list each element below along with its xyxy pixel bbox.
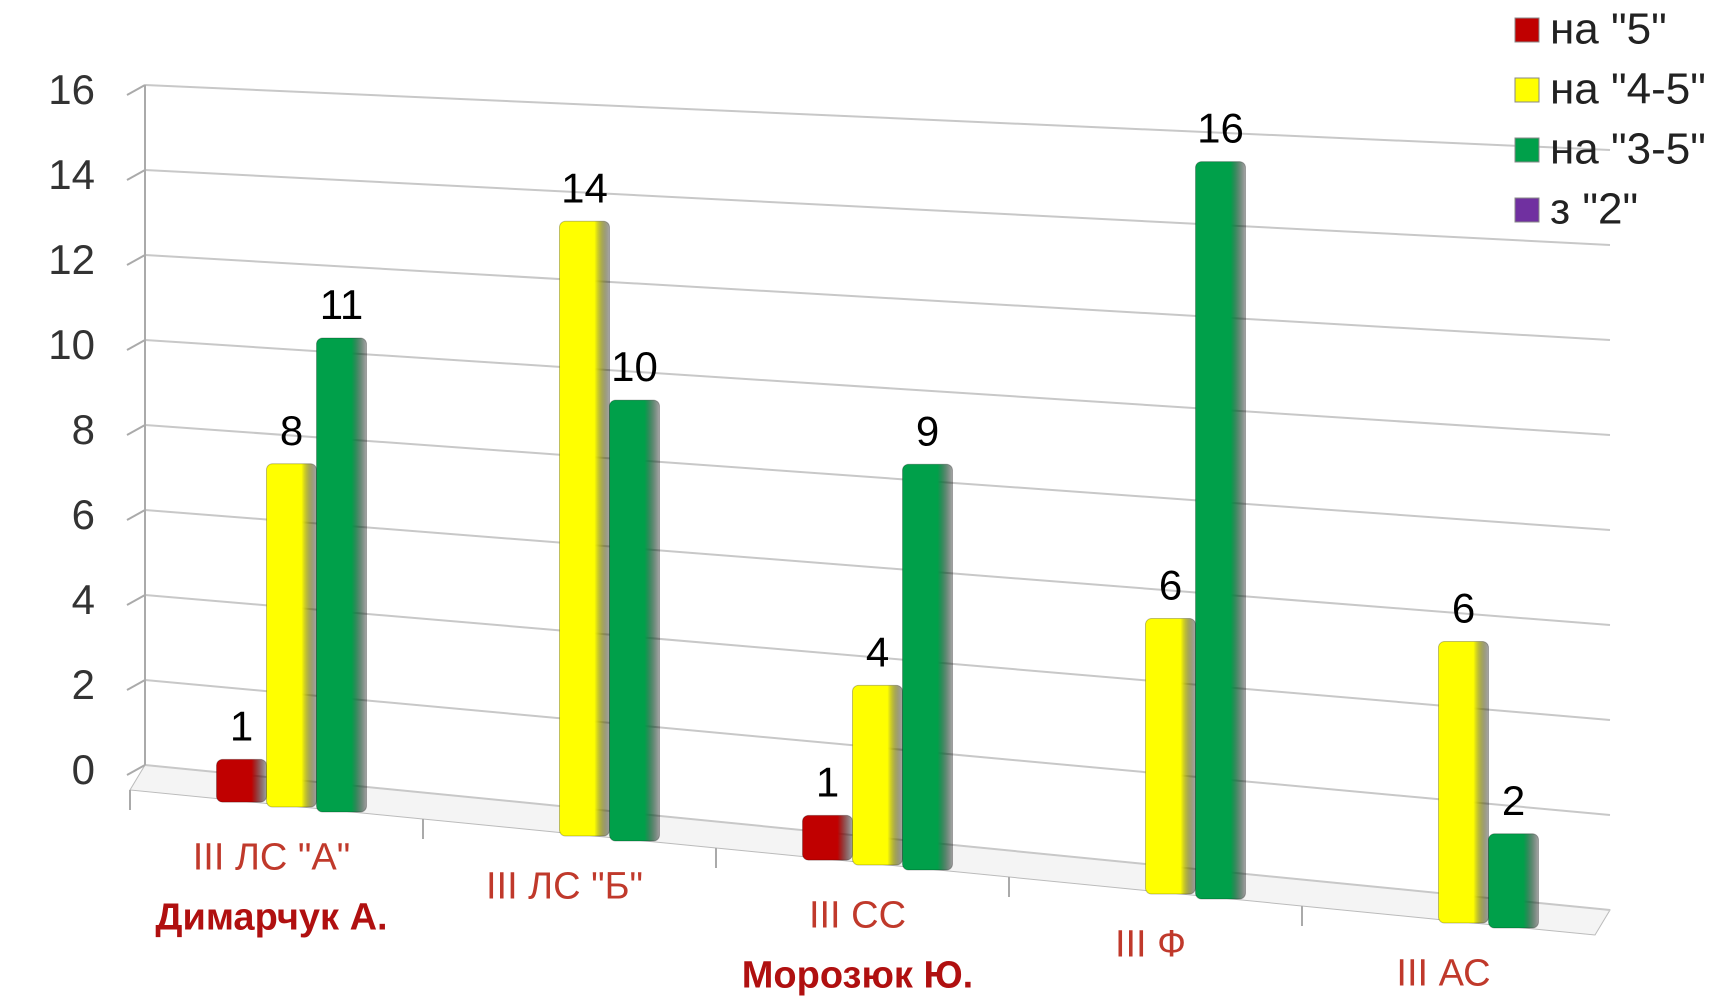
data-label: 8	[280, 407, 303, 454]
bar	[852, 684, 903, 866]
bar	[266, 463, 317, 808]
bar	[316, 337, 367, 813]
y-tick-label: 14	[48, 151, 95, 198]
y-tick-label: 0	[72, 746, 95, 793]
bar	[609, 399, 660, 842]
data-label: 11	[320, 281, 364, 328]
data-label: 1	[230, 702, 253, 749]
x-tick-label: III СС	[809, 895, 906, 937]
tick-mark	[126, 339, 146, 351]
data-label: 1	[816, 758, 839, 805]
bar	[902, 463, 953, 871]
y-tick-label: 6	[72, 491, 95, 538]
legend-label: на "5"	[1550, 5, 1667, 54]
legend-swatch	[1514, 17, 1540, 43]
data-label: 6	[1159, 562, 1182, 609]
bar	[1438, 641, 1489, 924]
grid-line	[144, 254, 1611, 341]
tick-mark	[126, 424, 146, 436]
bar	[559, 220, 610, 837]
grid-line	[144, 594, 1611, 721]
tick-mark	[126, 594, 146, 606]
grid-line	[144, 509, 1611, 626]
grid-line	[144, 84, 1611, 151]
y-tick-label: 10	[48, 321, 95, 368]
tick-mark	[126, 169, 146, 181]
legend-swatch	[1514, 197, 1540, 223]
data-label: 9	[916, 407, 939, 454]
data-label: 10	[611, 343, 658, 390]
bar	[216, 758, 267, 803]
legend-swatch	[1514, 77, 1540, 103]
tick-mark	[126, 254, 146, 266]
x-tick-label: III ЛС "Б"	[486, 866, 643, 908]
data-label: 4	[866, 628, 889, 675]
tick-mark	[126, 679, 146, 691]
x-tick-label: III Ф	[1115, 924, 1186, 966]
grid-line	[144, 339, 1611, 436]
legend-label: на "3-5"	[1550, 125, 1706, 174]
grid-line	[144, 169, 1611, 246]
data-label: 16	[1197, 105, 1244, 152]
bar	[1195, 161, 1246, 900]
grid-line	[144, 424, 1611, 531]
x-tick-label: III ЛС "А"	[193, 837, 351, 879]
x-tick-label: III АС	[1396, 953, 1490, 995]
y-tick-label: 2	[72, 661, 95, 708]
y-tick-label: 16	[48, 66, 95, 113]
y-tick-label: 4	[72, 576, 95, 623]
data-label: 14	[561, 164, 608, 211]
tick-mark	[126, 764, 146, 776]
y-tick-label: 8	[72, 406, 95, 453]
legend-label: на "4-5"	[1550, 65, 1706, 114]
bar	[802, 814, 853, 861]
data-label: 6	[1452, 585, 1475, 632]
tick-mark	[126, 84, 146, 96]
data-label: 2	[1502, 777, 1525, 824]
bar	[1488, 833, 1539, 929]
legend-swatch	[1514, 137, 1540, 163]
bar	[1145, 618, 1196, 895]
annotation: Морозюк Ю.	[742, 955, 973, 997]
annotation: Димарчук А.	[155, 897, 387, 939]
y-tick-label: 12	[48, 236, 95, 283]
legend-label: з "2"	[1550, 185, 1638, 234]
tick-mark	[126, 509, 146, 521]
